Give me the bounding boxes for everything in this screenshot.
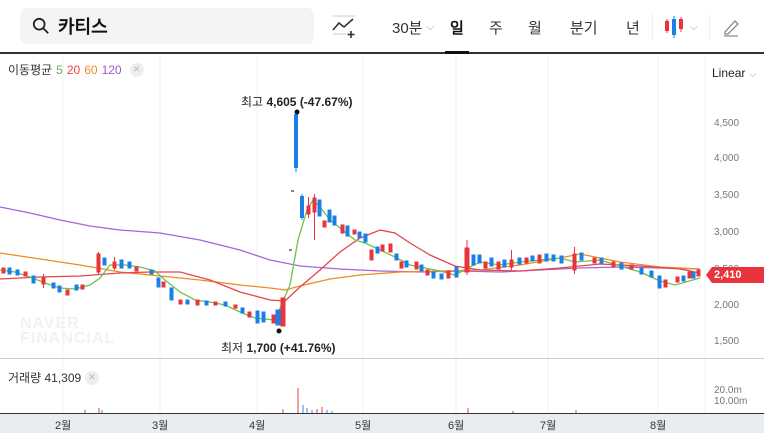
y-tick: 1,500 [714,336,740,347]
add-indicator-button[interactable] [332,14,358,40]
scale-label: Linear [712,66,746,80]
high-label: 최고 [241,95,264,109]
high-value: 4,605 [266,95,297,109]
period-quarter[interactable]: 분기 [570,0,598,54]
y-tick: 2,000 [714,300,740,311]
volume-value: 41,309 [44,370,82,385]
period-label: 월 [528,19,542,37]
y-tick: 4,500 [714,118,740,129]
x-tick: 8월 [650,420,667,432]
watermark-line: NAVER [20,315,80,332]
chevron-down-icon: ⌵ [426,21,435,33]
toolbar: 카티스 30분 ⌵ 일 주 월 분기 년 ⌵ [0,0,764,54]
volume-tick: 20.0m [714,385,742,396]
period-label: 일 [450,19,464,37]
high-marker [294,109,300,115]
divider [652,14,653,40]
x-tick: 3월 [152,420,169,432]
close-icon[interactable]: ✕ [85,370,100,385]
y-tick: 4,000 [714,153,740,164]
gridlines [62,56,706,413]
period-week[interactable]: 주 [489,0,503,54]
period-label: 주 [489,19,503,37]
ma20-line [0,229,701,302]
low-pct: (+41.76%) [279,341,336,355]
x-tick: 2월 [55,420,72,432]
period-label: 년 [626,19,640,37]
search-box[interactable]: 카티스 [20,8,314,44]
chevron-down-icon: ⌵ [690,21,698,33]
y-tick: 3,000 [714,227,740,238]
candlestick-icon [665,16,683,38]
volume-tick: 10.00m [714,396,748,407]
ma5-label: 5 [56,62,63,77]
low-value: 1,700 [246,341,277,355]
low-marker [276,328,282,334]
high-pct: (-47.67%) [299,95,353,109]
moving-average-legend: 이동평균 5 20 60 120 ✕ [8,61,144,78]
period-label: 30분 [392,19,423,37]
volume-label: 거래량 [8,371,42,385]
period-day[interactable]: 일 [450,0,464,54]
naver-financial-watermark: NAVER FINANCIAL [20,315,116,347]
period-month[interactable]: 월 [528,0,542,54]
chart-type-button[interactable]: ⌵ [664,0,698,54]
x-tick: 4월 [249,420,266,432]
search-icon [32,17,49,34]
period-30min[interactable]: 30분 ⌵ [392,0,434,54]
high-annotation: 최고 4,605 (-47.67%) [241,93,353,110]
y-tick: 3,500 [714,190,740,201]
search-query[interactable]: 카티스 [58,17,108,37]
candles [1,112,701,327]
x-tick: 6월 [448,420,465,432]
ma60-label: 60 [84,62,98,77]
period-year[interactable]: 년 [626,0,640,54]
ma120-label: 120 [101,62,122,77]
ma20-label: 20 [66,62,81,77]
scale-select[interactable]: Linear ⌵ [712,66,756,80]
price-chart[interactable] [0,56,764,413]
chart-line-plus-icon [332,15,355,38]
draw-tool-button[interactable] [722,0,742,54]
low-label: 최저 [221,341,244,355]
volume-legend: 거래량 41,309 ✕ [8,369,100,386]
volume-bars [84,388,577,413]
x-axis: 2월 3월 4월 5월 6월 7월 8월 [0,413,764,433]
pane-divider[interactable] [0,358,764,359]
low-annotation: 최저 1,700 (+41.76%) [221,339,336,356]
chevron-down-icon: ⌵ [749,69,757,79]
divider [709,14,710,40]
current-price-tag: 2,410 [706,267,764,283]
x-tick: 5월 [355,420,372,432]
pencil-icon [724,20,739,37]
x-tick: 7월 [540,420,557,432]
legend-label: 이동평균 [8,63,53,77]
period-label: 분기 [570,19,598,37]
watermark-line: FINANCIAL [20,330,116,347]
close-icon[interactable]: ✕ [129,62,144,77]
